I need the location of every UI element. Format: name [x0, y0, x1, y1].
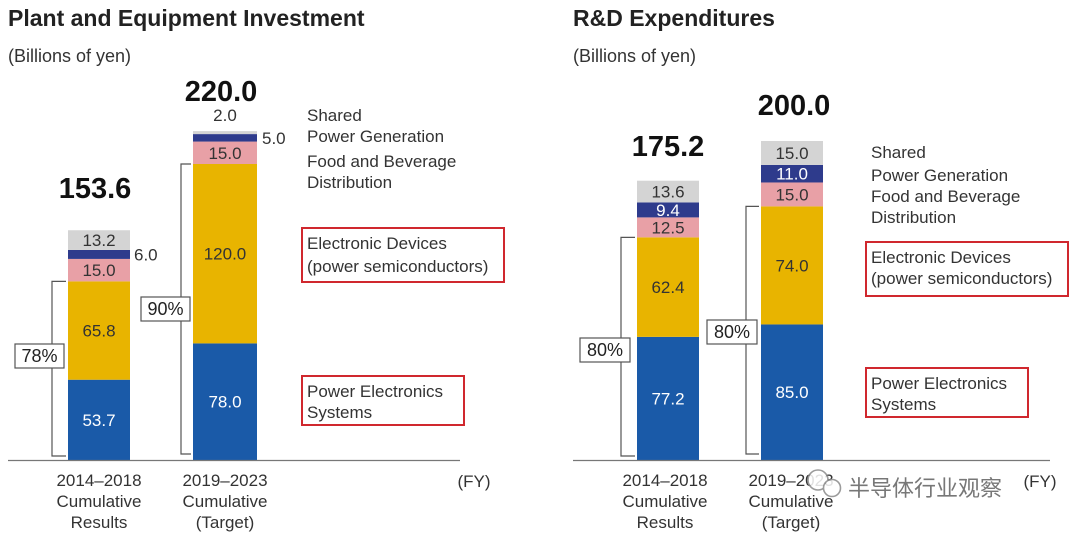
legend-food-beverage: Food and Beverage: [871, 187, 1020, 206]
x-tick-label: 2019–2023: [182, 471, 267, 490]
bar-segment-power-generation: [637, 202, 699, 218]
data-label: 9.4: [656, 201, 680, 220]
x-tick-label: Cumulative: [56, 492, 141, 511]
legend-shared: Shared: [871, 143, 926, 162]
data-label: 15.0: [775, 144, 808, 163]
share-badge: [706, 319, 758, 345]
bar-segment-power-generation: [68, 249, 130, 259]
share-badge: [579, 337, 631, 363]
legend-electronic-devices: Electronic Devices: [871, 248, 1011, 267]
bar-segment-power-electronics: [193, 343, 257, 460]
bar-segment-shared: [193, 131, 257, 135]
bar-segment-food-beverage: [637, 217, 699, 238]
x-tick-label: 2014–2018: [56, 471, 141, 490]
data-label: 62.4: [651, 278, 684, 297]
share-label: 78%: [21, 346, 57, 366]
data-label: 11.0: [776, 165, 808, 184]
data-label: 120.0: [204, 245, 247, 264]
bar-segment-food-beverage: [761, 182, 823, 207]
legend-power-generation: Power Generation: [307, 127, 444, 146]
bar-segment-power-electronics: [761, 324, 823, 460]
legend-electronic-devices-2: (power semiconductors): [307, 257, 488, 276]
data-label: 13.6: [651, 183, 684, 202]
bar-segment-electronic-devices: [193, 163, 257, 344]
x-tick-label: Cumulative: [622, 492, 707, 511]
data-label: 15.0: [775, 185, 808, 204]
unit-label: (Billions of yen): [573, 46, 696, 66]
legend-highlight-box: [301, 375, 465, 426]
bar-segment-electronic-devices: [637, 237, 699, 337]
data-label: 78.0: [208, 393, 241, 412]
legend-power-electronics-2: Systems: [871, 395, 936, 414]
total-label: 153.6: [59, 173, 132, 205]
chart-title: R&D Expenditures: [573, 5, 775, 31]
legend-power-electronics: Power Electronics: [307, 382, 443, 401]
x-tick-label: 2014–2018: [622, 471, 707, 490]
unit-label: (Billions of yen): [8, 46, 131, 66]
bar-segment-power-electronics: [68, 379, 130, 460]
bar-segment-power-generation: [761, 164, 823, 183]
legend-shared: Shared: [307, 106, 362, 125]
x-tick-label: (Target): [762, 513, 821, 532]
data-label: 53.7: [82, 411, 115, 430]
data-label: 12.5: [651, 218, 684, 237]
legend-food-beverage: Food and Beverage: [307, 152, 456, 171]
data-label: 65.8: [82, 322, 115, 341]
share-bracket: [51, 280, 66, 457]
bar-segment-electronic-devices: [761, 206, 823, 325]
bar-segment-shared: [68, 230, 130, 250]
data-label: 15.0: [82, 261, 115, 280]
share-badge: [14, 343, 65, 369]
legend-power-electronics-2: Systems: [307, 403, 372, 422]
x-tick-label: Results: [71, 513, 128, 532]
data-label: 2.0: [213, 106, 237, 125]
bar-segment-power-generation: [193, 134, 257, 142]
share-label: 90%: [147, 299, 183, 319]
legend-electronic-devices-2: (power semiconductors): [871, 269, 1052, 288]
share-badge: [140, 296, 191, 322]
legend-electronic-devices: Electronic Devices: [307, 234, 447, 253]
legend-food-beverage-2: Distribution: [307, 173, 392, 192]
x-tick-label: Cumulative: [182, 492, 267, 511]
legend-power-generation: Power Generation: [871, 166, 1008, 185]
bar-segment-food-beverage: [193, 141, 257, 164]
data-label: 5.0: [262, 129, 286, 148]
legend-power-electronics: Power Electronics: [871, 374, 1007, 393]
fy-label: (FY): [1023, 472, 1056, 491]
wechat-icon: [807, 469, 842, 498]
data-label: 15.0: [208, 144, 241, 163]
total-label: 220.0: [185, 76, 258, 108]
bar-segment-power-electronics: [637, 336, 699, 460]
x-tick-label: Cumulative: [748, 492, 833, 511]
bar-segment-shared: [637, 180, 699, 203]
legend-highlight-box: [301, 227, 505, 283]
data-label: 85.0: [775, 383, 808, 402]
chart-title: Plant and Equipment Investment: [8, 5, 365, 31]
watermark-text: 半导体行业观察: [848, 476, 1002, 501]
legend-highlight-box: [865, 241, 1069, 297]
share-label: 80%: [587, 340, 623, 360]
data-label: 13.2: [82, 231, 115, 250]
x-tick-label: (Target): [196, 513, 255, 532]
bar-segment-electronic-devices: [68, 281, 130, 380]
bar-segment-shared: [761, 141, 823, 165]
total-label: 175.2: [632, 131, 705, 163]
x-tick-label: Results: [637, 513, 694, 532]
fy-label: (FY): [457, 472, 490, 491]
data-label: 77.2: [651, 389, 684, 408]
bar-segment-food-beverage: [68, 258, 130, 282]
wechat-icon-bubble: [822, 478, 842, 498]
legend-food-beverage-2: Distribution: [871, 208, 956, 227]
data-label: 74.0: [775, 256, 808, 275]
legend-highlight-box: [865, 367, 1029, 418]
data-label: 6.0: [134, 245, 158, 264]
total-label: 200.0: [758, 90, 831, 122]
share-label: 80%: [714, 322, 750, 342]
